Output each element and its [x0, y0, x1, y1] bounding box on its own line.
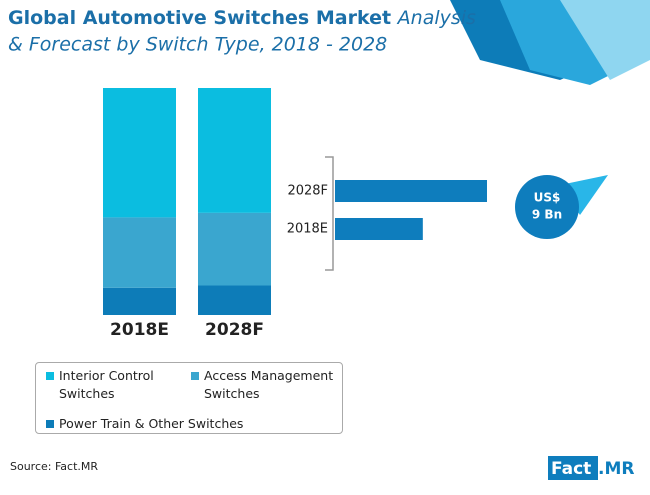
bar-segment: [103, 217, 176, 288]
legend-item: Power Train & Other Switches: [46, 415, 326, 433]
source: Source: Fact.MR: [10, 460, 98, 473]
bar-segment: [198, 88, 271, 213]
title-line2: & Forecast by Switch Type, 2018 - 2028: [8, 34, 387, 56]
logo-text: .MR: [598, 459, 634, 479]
legend-swatch: [46, 420, 54, 428]
bar-segment: [103, 88, 176, 218]
legend-item: Interior Control Switches: [46, 367, 191, 403]
banner-stripe: [560, 0, 650, 80]
logo-box: [548, 456, 598, 480]
logo-text: Fact: [551, 459, 591, 479]
legend-item: Access Management Switches: [191, 367, 336, 403]
callout-circle: [515, 175, 579, 239]
callout-text: 9 Bn: [532, 208, 562, 222]
callout-text: US$: [534, 191, 561, 205]
legend-swatch: [191, 372, 199, 380]
bar: [335, 180, 487, 202]
legend: Interior Control Switches Access Manageme…: [35, 362, 343, 434]
title: Global Automotive Switches Market Analys…: [8, 7, 476, 29]
bar-segment: [103, 287, 176, 315]
bar: [335, 218, 423, 240]
x-tick-label: 2028F: [205, 320, 264, 340]
legend-label: Power Train & Other Switches: [59, 416, 244, 431]
bar-segment: [198, 285, 271, 315]
y-tick-label: 2018E: [287, 222, 328, 237]
x-tick-label: 2018E: [110, 320, 169, 340]
bar-segment: [198, 212, 271, 286]
callout-pointer: [560, 175, 608, 215]
legend-label: Access Management Switches: [204, 368, 334, 401]
legend-label: Interior Control Switches: [59, 368, 154, 401]
bracket: [325, 156, 334, 271]
y-tick-label: 2028F: [287, 184, 328, 199]
legend-swatch: [46, 372, 54, 380]
